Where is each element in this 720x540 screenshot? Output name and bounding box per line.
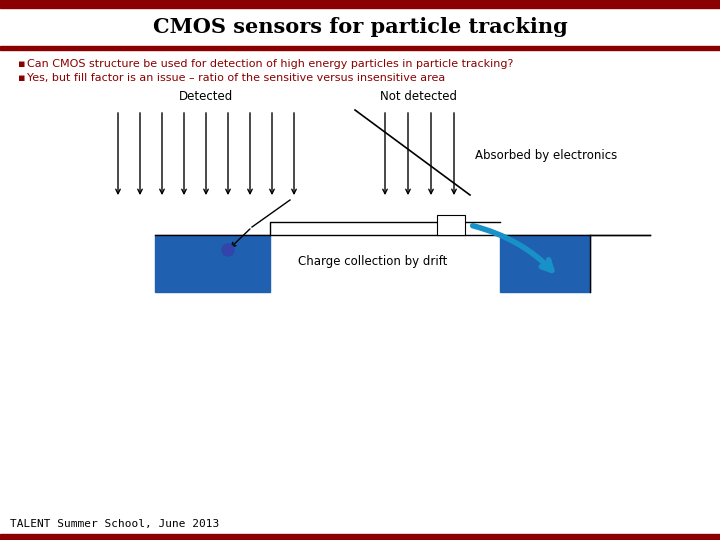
Text: Not detected: Not detected [380,90,457,103]
Text: Absorbed by electronics: Absorbed by electronics [475,148,617,161]
Bar [0,8,720,46]
Text: CMOS sensors for particle tracking: CMOS sensors for particle tracking [153,17,567,37]
Bar [0,534,720,540]
Text: ▪: ▪ [18,59,25,69]
Bar [500,235,590,292]
Bar [155,235,270,292]
Text: Yes, but fill factor is an issue – ratio of the sensitive versus insensitive are: Yes, but fill factor is an issue – ratio… [27,73,445,83]
Text: TALENT Summer School, June 2013: TALENT Summer School, June 2013 [10,519,220,529]
Bar [0,0,720,8]
Text: Detected: Detected [179,90,233,103]
Text: Can CMOS structure be used for detection of high energy particles in particle tr: Can CMOS structure be used for detection… [27,59,513,69]
Bar [437,215,465,235]
Circle shape [222,244,234,256]
Text: ▪: ▪ [18,73,25,83]
Text: Charge collection by drift: Charge collection by drift [298,255,447,268]
Bar [0,46,720,50]
